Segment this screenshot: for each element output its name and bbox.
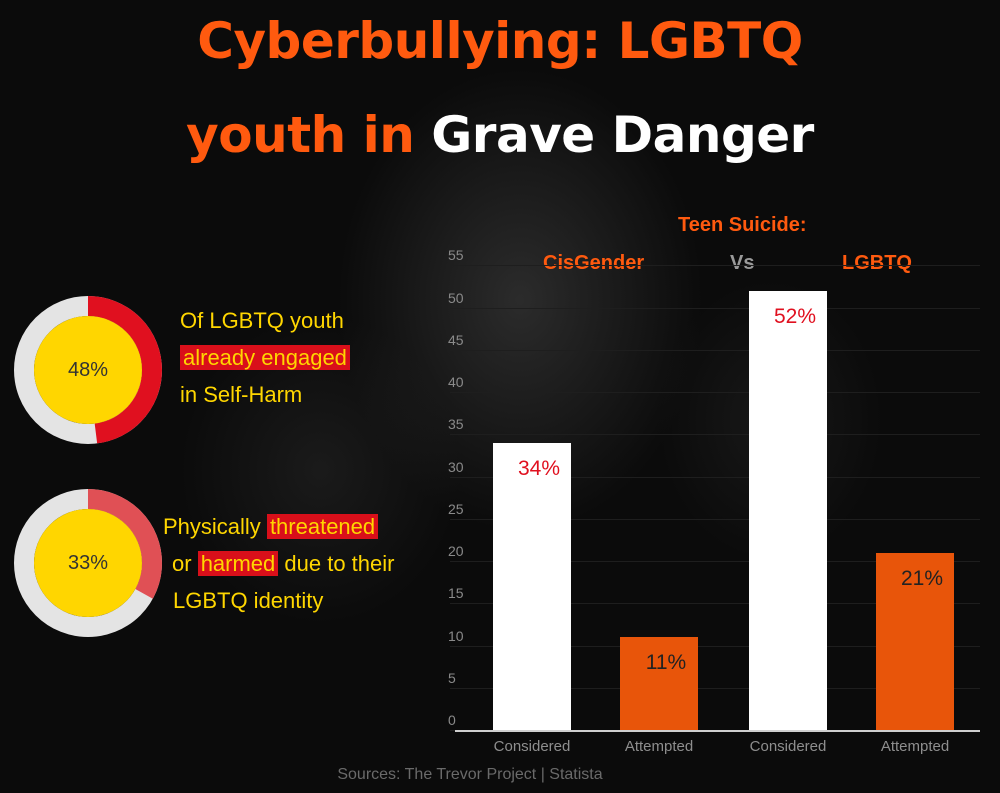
title-line-1-text: Cyberbullying: LGBTQ <box>197 12 803 70</box>
x-axis-line <box>455 730 980 732</box>
group-label-vs: Vs <box>730 252 755 274</box>
title-line-2-orange: youth in <box>186 106 415 164</box>
gridline <box>450 645 980 647</box>
gridline <box>450 265 980 267</box>
y-tick-label: 45 <box>448 331 464 348</box>
bar-data-label: 52% <box>773 304 817 328</box>
chart-title: Teen Suicide: <box>678 214 807 236</box>
stat-self-harm-highlight: already engaged <box>180 345 350 370</box>
donut-threatened-center <box>34 509 142 617</box>
y-tick-label: 20 <box>448 543 464 559</box>
title-line-2-white: Grave Danger <box>431 106 814 164</box>
x-tick-label: Considered <box>493 738 571 755</box>
gridline <box>450 476 980 478</box>
sources-footer: Sources: The Trevor Project | Statista <box>337 766 603 783</box>
gridline <box>450 687 980 689</box>
donut-threatened-value-arc <box>14 489 162 637</box>
gridline <box>450 349 980 351</box>
bar-data-label: 21% <box>900 566 944 590</box>
y-tick-label: 30 <box>448 458 464 475</box>
x-tick-label: Attempted <box>624 738 694 755</box>
title-line-2: youth in Grave Danger <box>0 110 1000 160</box>
gridline <box>450 434 980 436</box>
y-tick-label: 40 <box>448 374 464 390</box>
gridline <box>450 603 980 605</box>
y-tick-label: 35 <box>448 416 464 433</box>
y-tick-label: 15 <box>448 585 464 602</box>
stat-threatened-line1-pre: Physically <box>163 514 261 539</box>
stat-self-harm-line1: Of LGBTQ youth <box>180 308 344 333</box>
donut-self-harm-value-arc <box>14 296 162 444</box>
bar-attempted-1 <box>620 637 698 730</box>
group-label-cisgender: CisGender <box>543 252 645 274</box>
stat-self-harm-line3: in Self-Harm <box>180 382 303 407</box>
bar-data-label: 11% <box>645 651 687 675</box>
donut-self-harm-center <box>34 316 142 424</box>
stat-threatened-text: Physically threatened or harmed due to t… <box>163 508 394 619</box>
y-tick-label: 0 <box>448 712 456 728</box>
stat-threatened-line2-pre: or <box>172 551 192 576</box>
bar-attempted-3 <box>876 552 954 730</box>
donut-self-harm-value: 48% <box>67 358 109 381</box>
x-tick-label: Considered <box>749 738 827 755</box>
y-tick-label: 25 <box>448 500 464 517</box>
gridline <box>450 392 980 393</box>
bar-data-label: 34% <box>517 456 561 480</box>
y-tick-label: 10 <box>448 627 464 644</box>
title-line-1: Cyberbullying: LGBTQ <box>0 16 1000 66</box>
stat-threatened-highlight-1: threatened <box>266 514 379 539</box>
x-tick-label: Attempted <box>880 738 950 755</box>
stat-threatened-highlight-2: harmed <box>197 551 279 576</box>
group-label-lgbtq: LGBTQ <box>842 252 912 274</box>
donut-threatened-value: 33% <box>67 551 109 574</box>
donut-self-harm: 48% <box>13 295 163 445</box>
gridline <box>450 307 980 309</box>
y-tick-label: 5 <box>448 669 456 686</box>
stat-threatened-line3: LGBTQ identity <box>173 588 324 613</box>
stat-self-harm-text: Of LGBTQ youth already engaged in Self-H… <box>180 302 350 413</box>
bar-considered-2 <box>749 290 827 730</box>
gridline <box>450 518 980 520</box>
gridline <box>450 561 980 562</box>
y-tick-label: 55 <box>448 247 464 264</box>
donut-threatened: 33% <box>13 488 163 638</box>
y-tick-label: 50 <box>448 289 464 306</box>
stat-threatened-line2-post: due to their <box>284 551 395 576</box>
bar-considered-0 <box>493 442 571 730</box>
